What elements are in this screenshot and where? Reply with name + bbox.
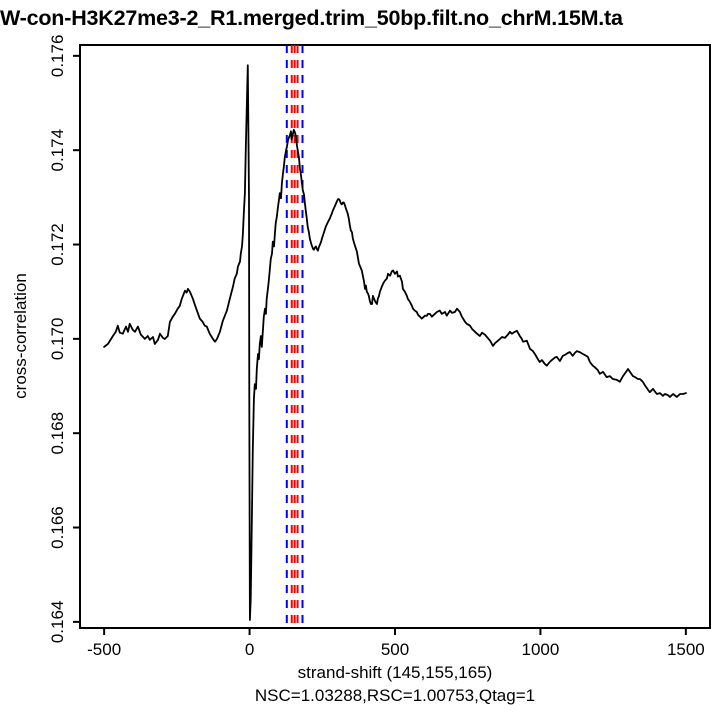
x-tick-label: 1500 (667, 640, 705, 659)
x-axis-ticks: -500 0 500 1000 1500 (87, 628, 705, 659)
x-tick-label: 0 (245, 640, 254, 659)
x-tick-label: 500 (381, 640, 409, 659)
y-axis-label: cross-correlation (11, 273, 30, 399)
y-tick-label: 0.166 (48, 506, 67, 549)
x-axis-label: strand-shift (145,155,165) (298, 663, 493, 682)
y-axis-ticks: 0.164 0.166 0.168 0.170 0.172 0.174 0.176 (48, 35, 80, 644)
y-tick-label: 0.174 (48, 129, 67, 172)
x-tick-label: 1000 (522, 640, 560, 659)
curve-cross-correlation (103, 64, 687, 621)
y-tick-label: 0.170 (48, 318, 67, 361)
y-tick-label: 0.164 (48, 601, 67, 644)
marker-lines-group (285, 45, 304, 628)
y-tick-label: 0.176 (48, 35, 67, 78)
series-group (103, 64, 687, 621)
subtitle-stats: NSC=1.03288,RSC=1.00753,Qtag=1 (255, 686, 535, 705)
y-tick-label: 0.168 (48, 412, 67, 455)
x-tick-label: -500 (87, 640, 121, 659)
y-tick-label: 0.172 (48, 223, 67, 266)
plot-box (79, 44, 711, 629)
plot-title: W-con-H3K27me3-2_R1.merged.trim_50bp.fil… (0, 6, 623, 30)
